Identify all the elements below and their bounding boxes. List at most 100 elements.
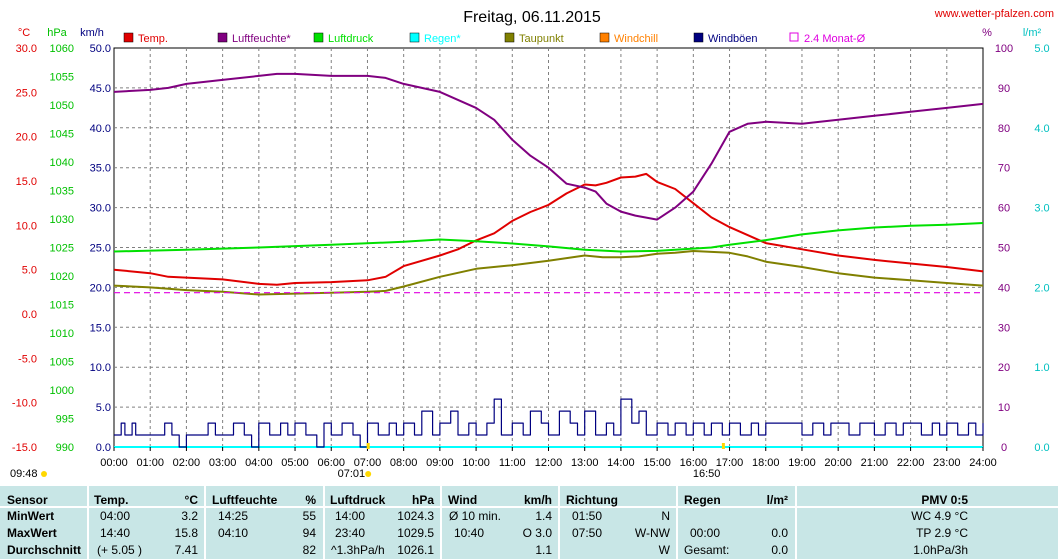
temp-tick-label: 0.0 — [22, 309, 37, 321]
x-tick-label: 22:00 — [897, 457, 925, 469]
pressure-min-value: 1024.3 — [397, 509, 434, 523]
x-tick-label: 21:00 — [861, 457, 889, 469]
humidity-tick-label: 30 — [998, 322, 1010, 334]
rain-total-label: Gesamt: — [684, 543, 730, 557]
pressure-tick-label: 990 — [56, 442, 74, 454]
wind-min-value: 1.4 — [535, 509, 552, 523]
wind-max-value: O 3.0 — [522, 526, 552, 540]
humidity-min-value: 55 — [302, 509, 316, 523]
pressure-tick-label: 995 — [56, 414, 74, 426]
column-divider — [440, 486, 442, 559]
legend-swatch — [217, 32, 228, 43]
x-tick-label: 02:00 — [173, 457, 201, 469]
chart-title: Freitag, 06.11.2015 — [463, 9, 601, 26]
humidity-tick-label: 100 — [995, 43, 1013, 55]
direction-avg-value: W — [658, 543, 670, 557]
wind-tick-label: 50.0 — [90, 43, 111, 55]
x-tick-label: 01:00 — [136, 457, 164, 469]
header-temp-unit: °C — [184, 493, 198, 507]
legend-swatch — [123, 32, 134, 43]
header-pmv: PMV 0:5 — [921, 493, 968, 507]
pressure-avg-value: 1026.1 — [397, 543, 434, 557]
legend-label: Temp. — [138, 33, 168, 45]
x-tick-label: 15:00 — [643, 457, 671, 469]
header-pressure-unit: hPa — [411, 493, 434, 507]
pressure-tick-label: 1025 — [50, 243, 74, 255]
row-label-max: MaxWert — [7, 526, 57, 540]
wind-tick-label: 25.0 — [90, 243, 111, 255]
humidity-unit-label: % — [982, 27, 992, 39]
wind-tick-label: 35.0 — [90, 163, 111, 175]
x-tick-label: 19:00 — [788, 457, 816, 469]
humidity-tick-label: 20 — [998, 362, 1010, 374]
rain-max-value: 0.0 — [771, 526, 788, 540]
axis-units: °C hPa km/h% l/m² — [18, 27, 1042, 39]
legend-swatch — [313, 32, 324, 43]
dewpoint-value: TP 2.9 °C — [916, 526, 968, 540]
header-humidity-unit: % — [305, 493, 316, 507]
chart-background — [0, 0, 1058, 486]
humidity-tick-label: 80 — [998, 123, 1010, 135]
column-divider — [558, 486, 560, 559]
wind-tick-label: 10.0 — [90, 362, 111, 374]
axis-ticks: 30.0 25.0 20.0 15.0 10.0 5.0 0.0 -5.0 -10.0 -15.0… — [12, 43, 1050, 454]
column-divider — [676, 486, 678, 559]
legend-label: Luftdruck — [328, 33, 374, 45]
wind-max-time: 10:40 — [454, 526, 485, 540]
humidity-tick-label: 10 — [998, 402, 1010, 414]
legend-swatch — [789, 32, 799, 42]
sunset-label: 16:50 — [693, 468, 721, 480]
pressure-max-time: 23:40 — [335, 526, 366, 540]
humidity-tick-label: 70 — [998, 163, 1010, 175]
pressure-tick-label: 1055 — [50, 72, 74, 84]
x-tick-label: 11:00 — [499, 457, 526, 469]
temp-tick-label: 30.0 — [16, 43, 37, 55]
row-label-min: MinWert — [7, 509, 55, 523]
weather-chart: Freitag, 06.11.2015 www.wetter-pfalzen.c… — [0, 0, 1058, 486]
legend-swatch — [693, 32, 704, 43]
humidity-tick-label: 90 — [998, 83, 1010, 95]
wind-tick-label: 15.0 — [90, 322, 111, 334]
legend-label: Luftfeuchte* — [232, 33, 291, 45]
humidity-tick-label: 40 — [998, 282, 1010, 294]
rain-tick-label: 3.0 — [1034, 203, 1049, 215]
x-tick-label: 24:00 — [969, 457, 997, 469]
chart-legend: Temp. Luftfeuchte* Luftdruck Regen* Taupunkt… — [123, 32, 866, 45]
humidity-max-time: 04:10 — [218, 526, 249, 540]
rain-max-time: 00:00 — [690, 526, 721, 540]
x-tick-label: 18:00 — [752, 457, 780, 469]
x-tick-label: 06:00 — [317, 457, 345, 469]
temp-tick-label: 5.0 — [22, 265, 37, 277]
wind-tick-label: 45.0 — [90, 83, 111, 95]
wind-avg-value: 1.1 — [535, 543, 552, 557]
column-divider — [323, 486, 325, 559]
rain-tick-label: 1.0 — [1034, 362, 1049, 374]
temp-tick-label: 15.0 — [16, 176, 37, 188]
source-label[interactable]: www.wetter-pfalzen.com — [934, 8, 1054, 20]
temp-unit-label: °C — [18, 27, 30, 39]
header-rain-unit: l/m² — [766, 493, 788, 507]
x-tick-label: 16:00 — [680, 457, 708, 469]
x-tick-label: 14:00 — [607, 457, 635, 469]
legend-label: Taupunkt — [519, 33, 564, 45]
rain-tick-label: 2.0 — [1034, 282, 1049, 294]
windchill-value: WC 4.9 °C — [911, 509, 968, 523]
humidity-tick-label: 0 — [1001, 442, 1007, 454]
humidity-avg-value: 82 — [302, 543, 316, 557]
x-tick-label: 09:00 — [426, 457, 454, 469]
temp-tick-label: 25.0 — [16, 87, 37, 99]
sunrise-label: 07:01 — [338, 468, 366, 480]
wind-tick-label: 0.0 — [96, 442, 111, 454]
humidity-tick-label: 50 — [998, 243, 1010, 255]
temp-tick-label: 20.0 — [16, 132, 37, 144]
pressure-tick-label: 1045 — [50, 129, 74, 141]
header-direction: Richtung — [566, 493, 618, 507]
row-label-avg: Durchschnitt — [7, 543, 82, 557]
wind-tick-label: 40.0 — [90, 123, 111, 135]
pressure-tick-label: 1015 — [50, 300, 74, 312]
rain-unit-label: l/m² — [1023, 27, 1042, 39]
x-tick-label: 23:00 — [933, 457, 961, 469]
x-tick-label: 04:00 — [245, 457, 273, 469]
temp-avg-value: 7.41 — [174, 543, 198, 557]
temp-tick-label: -5.0 — [18, 353, 37, 365]
